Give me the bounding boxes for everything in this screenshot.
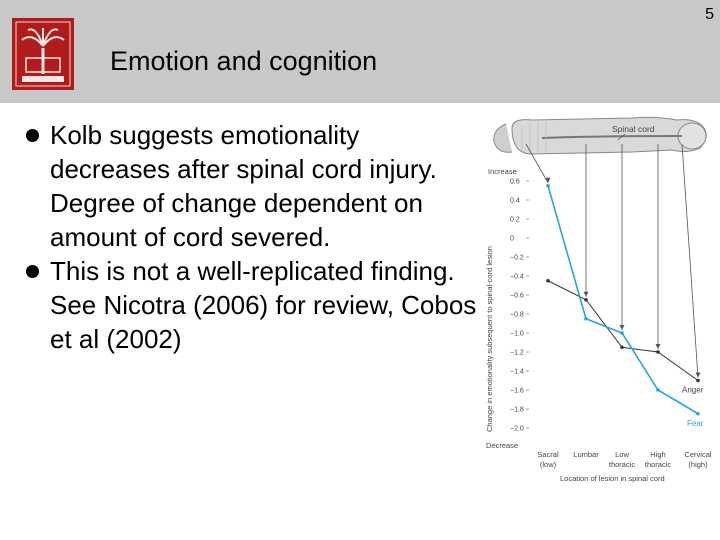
series-line-fear [547, 185, 699, 415]
spinal-cord-label: Spinal cord [612, 124, 655, 134]
y-tick-label: 0.2 [510, 217, 520, 224]
bullet-dot-icon [26, 265, 39, 278]
lesion-arrow [525, 143, 549, 183]
arrowhead-icon [655, 344, 661, 349]
title-bar: 5 Emotion and cognition [0, 0, 720, 103]
x-tick-label: Low [615, 450, 629, 459]
x-tick-label: High [650, 450, 665, 459]
bullet-text: This is not a well-replicated finding. S… [50, 256, 477, 354]
arrowhead-icon [583, 291, 589, 297]
y-tick-label: 0.6 [510, 179, 520, 186]
arrowhead-icon [695, 372, 701, 378]
data-point-fear [696, 411, 700, 416]
series-label-anger: Anger [682, 386, 704, 395]
y-tick-label: −0.6 [510, 293, 524, 300]
y-tick-label: −1.2 [510, 350, 524, 357]
bullet-list: Kolb suggests emotionality decreases aft… [26, 118, 481, 356]
bullet-dot-icon [26, 129, 39, 142]
spinal-lesion-figure: Spinal cord Change in emotionality subse… [482, 108, 718, 488]
y-tick-label: 0 [510, 236, 514, 243]
x-axis-label: Location of lesion in spinal cord [560, 474, 665, 483]
bullet-item: Kolb suggests emotionality decreases aft… [26, 118, 481, 254]
data-point-fear [656, 388, 660, 392]
series-line-anger [547, 280, 699, 381]
data-point-anger [584, 297, 588, 302]
decrease-label: Decrease [486, 441, 518, 450]
data-point-anger [656, 350, 660, 354]
y-tick-label: −2.0 [510, 426, 524, 433]
x-tick-label: thoracic [609, 460, 636, 469]
x-tick-label: Sacral [537, 450, 559, 459]
data-point-fear [620, 331, 624, 335]
bullet-item: This is not a well-replicated finding. S… [26, 254, 481, 356]
series-label-fear: Fear [687, 419, 704, 428]
arrowhead-icon [619, 325, 625, 330]
y-tick-label: −0.4 [510, 274, 524, 281]
arrowhead-icon [545, 177, 551, 183]
data-point-anger [696, 378, 700, 383]
slide-number: 5 [705, 6, 714, 23]
data-point-anger [620, 345, 624, 350]
y-tick-label: −1.0 [510, 331, 524, 338]
increase-label: Increase [488, 167, 517, 176]
y-tick-label: −1.6 [510, 388, 524, 395]
data-point-fear [584, 316, 588, 321]
y-tick-label: −0.2 [510, 255, 524, 262]
bullet-text: Kolb suggests emotionality decreases aft… [50, 120, 437, 252]
x-tick-label: thoracic [645, 460, 672, 469]
slide-title: Emotion and cognition [110, 46, 378, 76]
palmetto-seal-icon [12, 18, 74, 90]
data-point-fear [546, 183, 550, 188]
y-tick-label: 0.4 [510, 198, 520, 205]
body-illustration [493, 116, 707, 155]
y-tick-label: −1.8 [510, 407, 524, 414]
x-tick-label: (low) [540, 460, 557, 469]
y-tick-label: −0.8 [510, 312, 524, 319]
lesion-arrow [681, 143, 699, 378]
x-tick-label: Lumbar [573, 450, 599, 459]
y-tick-label: −1.4 [510, 369, 524, 376]
data-point-anger [546, 278, 550, 283]
x-tick-label: Cervical [684, 450, 711, 459]
x-tick-label: (high) [688, 460, 708, 469]
y-axis-label: Change in emotionality subsequent to spi… [485, 246, 494, 432]
